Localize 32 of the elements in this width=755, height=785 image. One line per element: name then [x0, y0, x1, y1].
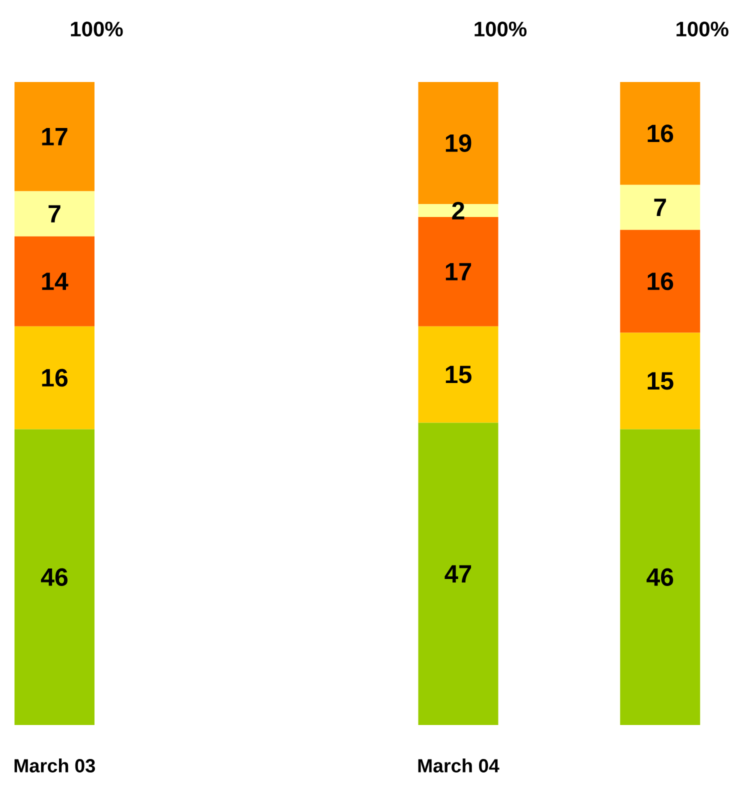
data-label: 15 — [648, 372, 674, 390]
bar — [620, 184, 700, 230]
bar — [14, 82, 95, 192]
data-label: 19 — [446, 134, 472, 152]
bar — [14, 429, 95, 725]
x-tick-label: March 04 — [418, 758, 500, 772]
data-label: 46 — [40, 568, 68, 586]
total-label: 100% — [70, 22, 123, 36]
data-label: 16 — [42, 368, 68, 387]
bar — [418, 326, 498, 423]
bar — [14, 191, 95, 236]
data-label: 16 — [648, 124, 674, 142]
data-label: 16 — [648, 272, 674, 290]
total-label: 100% — [474, 22, 527, 36]
bar — [620, 82, 700, 185]
data-label: 47 — [444, 565, 472, 582]
data-label: 17 — [42, 128, 68, 146]
bar — [14, 326, 95, 430]
data-label: 46 — [646, 568, 674, 586]
data-label: 2 — [452, 202, 464, 220]
data-label: 15 — [446, 366, 472, 384]
bar — [14, 236, 95, 326]
data-label: 14 — [42, 272, 68, 290]
bar — [620, 332, 700, 430]
bar — [418, 422, 498, 725]
total-label: 100% — [676, 22, 728, 36]
bar — [620, 429, 700, 725]
x-tick-label: March 03 — [14, 758, 95, 773]
data-label: 7 — [48, 205, 60, 222]
data-label: 17 — [446, 263, 472, 280]
data-label: 7 — [654, 198, 666, 216]
bar — [620, 230, 700, 333]
